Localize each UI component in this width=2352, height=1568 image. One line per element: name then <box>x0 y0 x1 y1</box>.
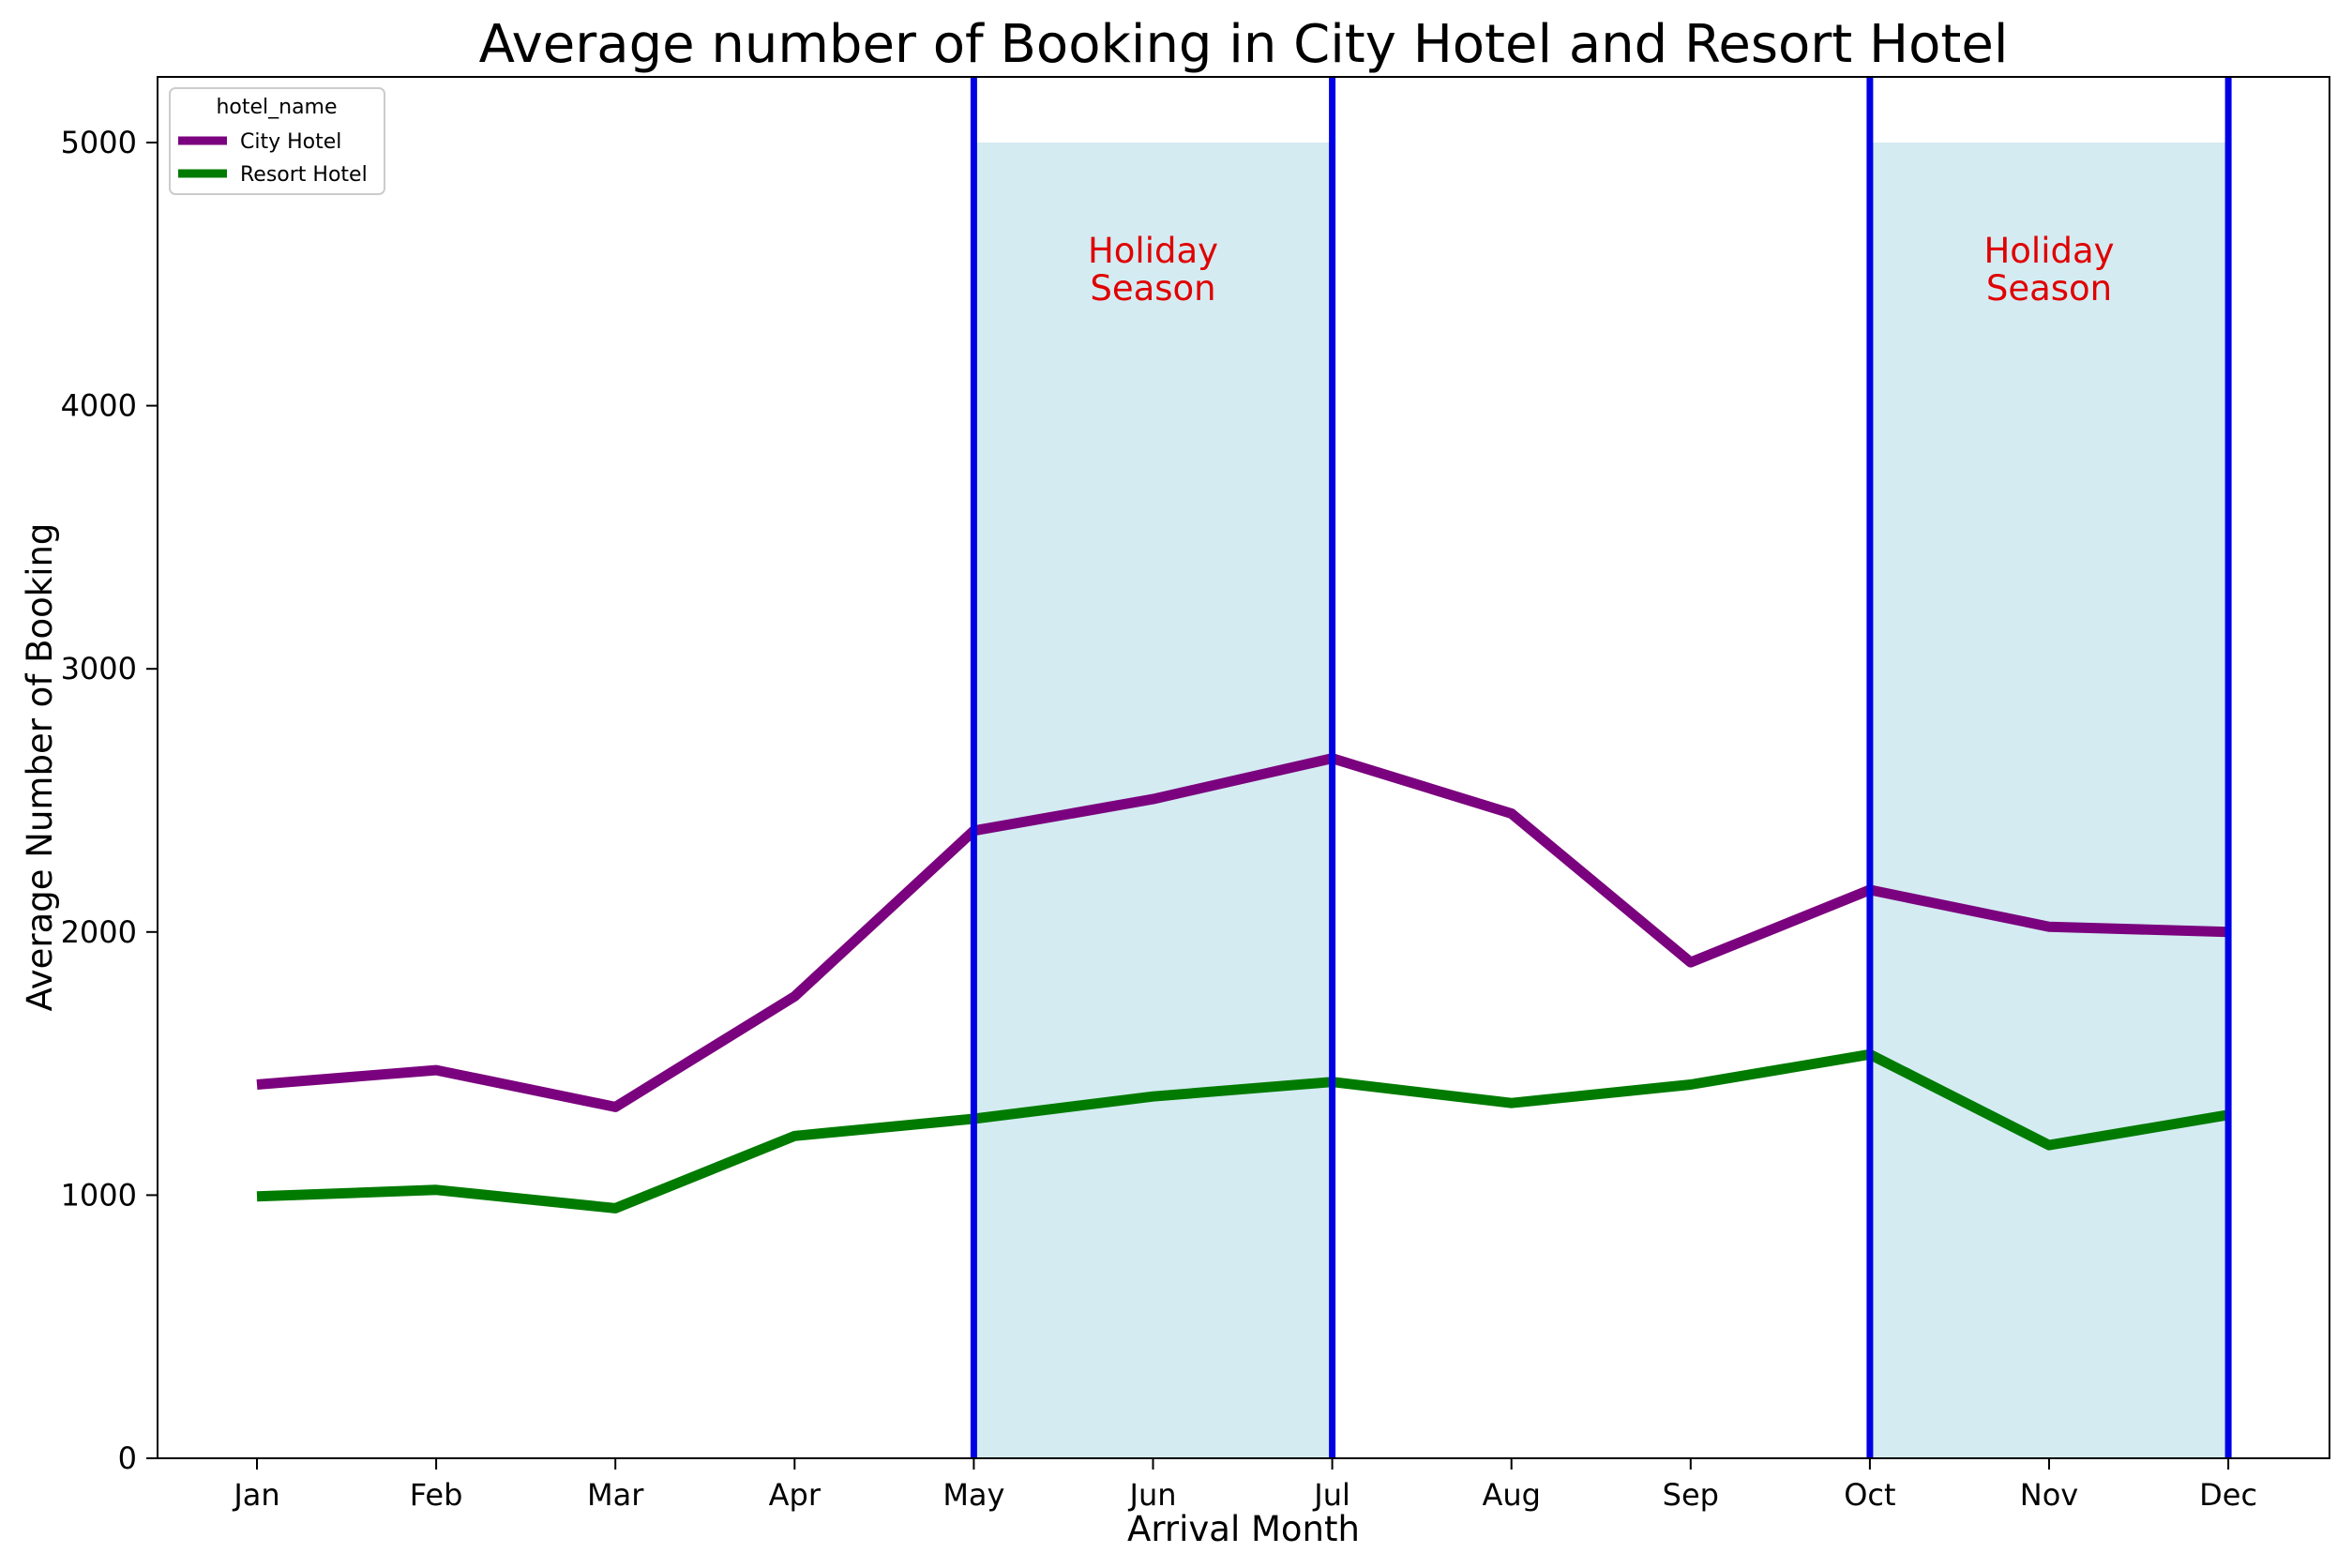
x-tick-label-jul: Jul <box>1312 1477 1350 1513</box>
y-tick-label-1000: 1000 <box>61 1177 137 1213</box>
x-tick-label-apr: Apr <box>769 1477 822 1513</box>
plot-frame <box>157 76 2330 1459</box>
series-line-city-hotel <box>256 753 2229 1112</box>
x-axis: Jan Feb Mar Apr May Jun Jul Aug Sep Oct Nov Dec <box>232 1458 2257 1513</box>
x-tick-label-oct: Oct <box>1844 1477 1895 1513</box>
x-tick-label-nov: Nov <box>2020 1477 2078 1513</box>
x-tick-label-mar: Mar <box>587 1477 644 1513</box>
holiday-label-line2-2: Season <box>1986 268 2112 309</box>
x-tick-label-sep: Sep <box>1663 1477 1719 1513</box>
x-tick-label-feb: Feb <box>410 1477 463 1513</box>
holiday-region-2 <box>1869 143 2229 1458</box>
y-axis-label: Average Number of Booking <box>20 523 60 1012</box>
x-tick-label-dec: Dec <box>2199 1477 2257 1513</box>
y-axis: 0 1000 2000 3000 4000 5000 <box>61 125 158 1476</box>
x-tick-label-jan: Jan <box>232 1477 279 1513</box>
vertical-marker-lines <box>970 77 2232 1458</box>
legend-box <box>169 87 385 195</box>
legend-label-resort-hotel: Resort Hotel <box>240 163 368 187</box>
x-tick-label-jun: Jun <box>1128 1477 1177 1513</box>
legend-label-city-hotel: City Hotel <box>240 130 341 154</box>
y-tick-label-3000: 3000 <box>61 651 137 686</box>
holiday-label-line1-2: Holiday <box>1983 231 2114 271</box>
x-tick-label-aug: Aug <box>1482 1477 1540 1513</box>
holiday-label-line2-1: Season <box>1090 268 1215 309</box>
holiday-label-line1-1: Holiday <box>1088 231 1218 271</box>
y-tick-label-0: 0 <box>118 1440 137 1476</box>
y-tick-label-4000: 4000 <box>61 388 137 424</box>
x-tick-label-may: May <box>942 1477 1004 1513</box>
shaded-regions <box>973 143 2229 1458</box>
series-lines <box>256 753 2230 1214</box>
legend-title: hotel_name <box>216 96 337 119</box>
legend: hotel_name City Hotel Resort Hotel <box>169 87 385 195</box>
x-axis-label: Arrival Month <box>1127 1509 1360 1549</box>
y-tick-label-2000: 2000 <box>61 914 137 950</box>
chart-title: Average number of Booking in City Hotel … <box>479 14 2009 75</box>
series-line-resort-hotel <box>256 1048 2230 1214</box>
y-tick-label-5000: 5000 <box>61 125 137 160</box>
